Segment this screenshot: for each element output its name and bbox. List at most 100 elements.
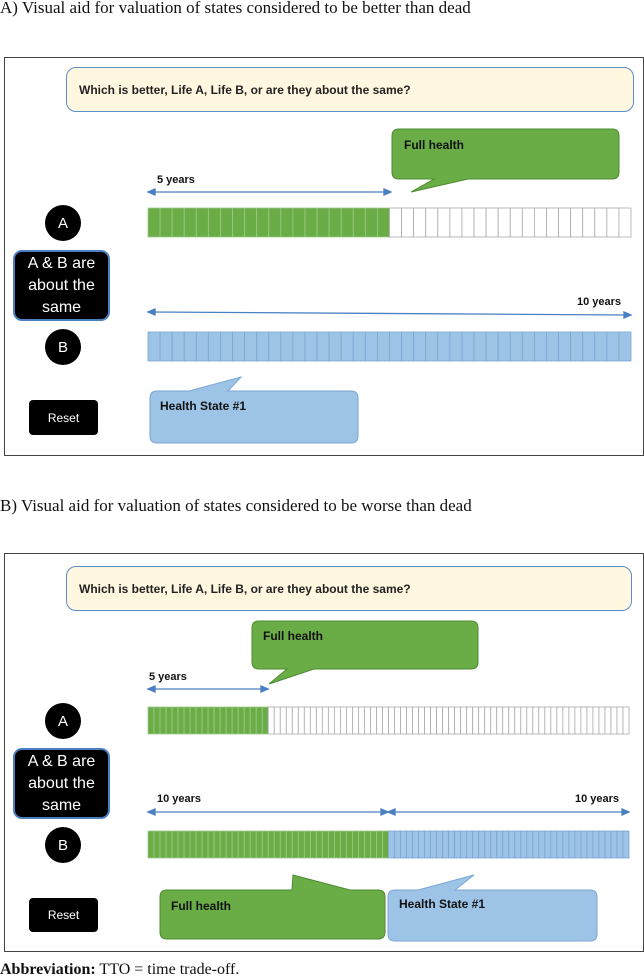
bar-cell <box>249 830 257 859</box>
bar-cell <box>478 830 486 859</box>
bar-cell <box>550 830 558 859</box>
panel-b-reset-button[interactable]: Reset <box>29 898 98 932</box>
panel-b-health-state-label: Health State #1 <box>399 897 486 911</box>
bar-cell <box>358 830 365 859</box>
panel-b-10-years-left-label: 10 years <box>157 793 202 805</box>
panel-a-health-state-bubble <box>149 376 359 444</box>
panel-b-choose-b-button[interactable]: B <box>45 827 81 863</box>
bar-cell <box>568 830 576 859</box>
bar-cell <box>412 706 419 735</box>
panel-a-10-years-arrow <box>146 308 633 319</box>
bar-cell <box>394 830 401 859</box>
bar-cell <box>418 706 425 735</box>
bar-cell <box>291 706 299 735</box>
panel-a-question: Which is better, Life A, Life B, or are … <box>66 67 634 112</box>
bar-cell <box>195 706 203 735</box>
bar-cell <box>376 830 383 859</box>
panel-b-life-a-bar <box>147 706 630 735</box>
bar-cell <box>550 706 558 735</box>
bar-cell <box>255 830 263 859</box>
bar-cell <box>618 331 632 362</box>
bar-cell <box>508 830 516 859</box>
bar-cell <box>339 706 347 735</box>
bar-cell <box>514 830 522 859</box>
panel-a-life-a-bar <box>147 207 632 238</box>
bar-cell <box>201 830 209 859</box>
panel-a-choose-b-button[interactable]: B <box>45 329 81 365</box>
bar-cell <box>520 706 528 735</box>
bar-cell <box>147 830 155 859</box>
bar-cell <box>484 706 492 735</box>
bar-cell <box>358 706 365 735</box>
bar-cell <box>466 706 474 735</box>
panel-a-10-years-label: 10 years <box>577 296 622 308</box>
panel-b-5-years-label: 5 years <box>149 671 187 683</box>
bar-cell <box>382 706 389 735</box>
bar-cell <box>364 830 371 859</box>
panel-b-health-state-bubble <box>387 874 598 942</box>
bar-cell <box>165 830 173 859</box>
bar-cell <box>496 706 504 735</box>
bar-cell <box>213 830 221 859</box>
bar-cell <box>472 830 480 859</box>
bar-cell <box>267 706 275 735</box>
panel-a-full-health-bubble <box>391 128 620 193</box>
bar-cell <box>448 830 456 859</box>
bar-cell <box>364 706 371 735</box>
bar-cell <box>370 706 377 735</box>
bar-cell <box>237 706 245 735</box>
panel-a-choose-a-button[interactable]: A <box>45 205 81 241</box>
bar-cell <box>574 706 582 735</box>
bar-cell <box>159 830 167 859</box>
bar-cell <box>291 830 299 859</box>
bar-cell <box>580 830 588 859</box>
bar-cell <box>183 830 191 859</box>
bar-cell <box>213 706 221 735</box>
bar-cell <box>484 830 492 859</box>
bar-cell <box>586 706 594 735</box>
bar-cell <box>346 830 353 859</box>
bar-cell <box>219 706 227 735</box>
bar-cell <box>430 706 437 735</box>
bar-cell <box>574 830 582 859</box>
bar-cell <box>327 830 335 859</box>
panel-a-5-years-arrow <box>146 188 393 196</box>
bar-cell <box>436 830 444 859</box>
panel-b-10-years-right-arrow <box>386 808 631 816</box>
bar-cell <box>243 830 251 859</box>
bar-cell <box>538 830 546 859</box>
bar-cell <box>231 706 239 735</box>
bar-cell <box>243 706 251 735</box>
panel-a-reset-button[interactable]: Reset <box>29 400 98 435</box>
bar-cell <box>586 830 594 859</box>
bar-cell <box>183 706 191 735</box>
panel-b-life-b-bar <box>147 830 630 859</box>
bar-cell <box>592 706 600 735</box>
bar-cell <box>514 706 522 735</box>
bar-cell <box>388 830 395 859</box>
bar-cell <box>273 706 281 735</box>
bar-cell <box>526 830 534 859</box>
bar-cell <box>610 830 618 859</box>
bar-cell <box>604 830 612 859</box>
bar-cell <box>400 706 407 735</box>
bar-cell <box>454 830 462 859</box>
bar-cell <box>333 830 341 859</box>
bar-cell <box>580 706 588 735</box>
panel-b-full-health-bottom-label: Full health <box>171 899 231 913</box>
bar-cell <box>442 706 450 735</box>
panel-b-full-health-bottom-bubble <box>159 874 386 940</box>
bar-cell <box>321 830 329 859</box>
bar-cell <box>255 706 263 735</box>
bar-cell <box>285 830 293 859</box>
panel-a-same-button[interactable]: A & B are about the same <box>13 250 110 321</box>
bar-cell <box>418 830 425 859</box>
bar-cell <box>568 706 576 735</box>
panel-b-choose-a-button[interactable]: A <box>45 703 81 739</box>
panel-a-5-years-label: 5 years <box>157 174 195 186</box>
bar-cell <box>315 830 323 859</box>
panel-b-5-years-arrow <box>146 685 270 693</box>
bar-cell <box>279 830 287 859</box>
panel-b-same-button[interactable]: A & B are about the same <box>13 748 110 819</box>
bar-cell <box>327 706 335 735</box>
